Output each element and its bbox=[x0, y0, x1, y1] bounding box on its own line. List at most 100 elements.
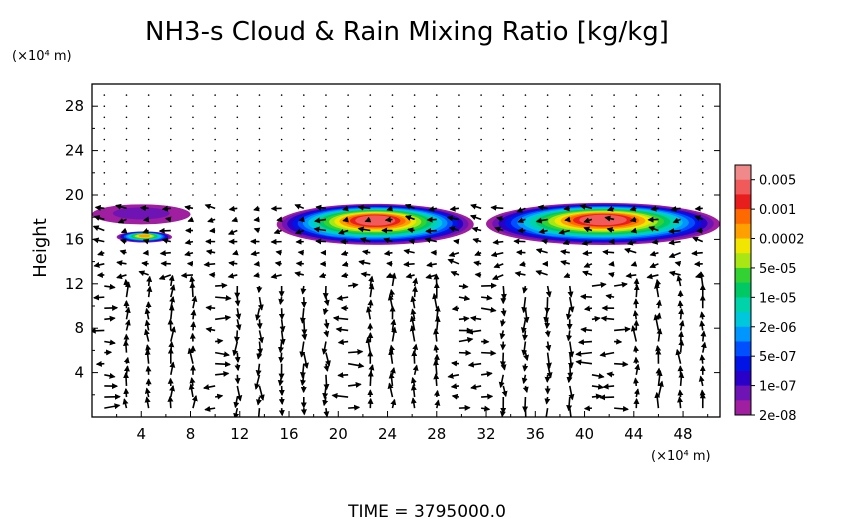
grid-dot bbox=[701, 183, 704, 185]
wind-arrow bbox=[348, 381, 362, 388]
wind-arrow bbox=[678, 308, 685, 320]
wind-arrow bbox=[563, 272, 571, 278]
grid-dot bbox=[125, 172, 128, 174]
grid-dot bbox=[480, 127, 482, 130]
wind-arrow bbox=[575, 350, 593, 357]
wind-arrow bbox=[515, 249, 526, 256]
grid-dot bbox=[125, 194, 128, 196]
grid-dot bbox=[568, 105, 571, 107]
wind-arrow bbox=[116, 260, 127, 267]
wind-arrow bbox=[253, 260, 260, 267]
grid-dot bbox=[214, 138, 216, 141]
grid-dot bbox=[413, 149, 416, 152]
grid-dot bbox=[325, 94, 327, 96]
grid-dot bbox=[125, 149, 128, 152]
wind-arrow bbox=[694, 205, 703, 212]
grid-dot bbox=[369, 172, 372, 174]
grid-dot bbox=[192, 116, 194, 119]
wind-arrow bbox=[142, 249, 149, 256]
wind-arrow bbox=[161, 205, 171, 212]
colorbar-swatch bbox=[735, 326, 751, 342]
wind-arrow bbox=[232, 249, 239, 256]
grid-dot bbox=[480, 160, 482, 163]
x-tick-label: 12 bbox=[230, 425, 249, 443]
wind-arrow bbox=[649, 262, 659, 269]
grid-dot bbox=[591, 183, 593, 185]
grid-dot bbox=[302, 160, 305, 163]
grid-dot bbox=[302, 94, 305, 96]
grid-dot bbox=[369, 160, 372, 163]
grid-dot bbox=[502, 172, 505, 174]
wind-arrow bbox=[672, 217, 681, 224]
wind-arrow bbox=[522, 285, 528, 294]
wind-arrow bbox=[696, 227, 703, 234]
wind-arrow bbox=[322, 308, 329, 316]
wind-arrow bbox=[227, 272, 238, 279]
wind-arrow bbox=[583, 305, 593, 312]
wind-arrow bbox=[668, 239, 681, 246]
grid-dot bbox=[103, 172, 106, 174]
wind-arrow bbox=[649, 250, 659, 257]
wind-arrow bbox=[97, 250, 105, 257]
wind-arrow bbox=[678, 371, 685, 386]
grid-dot bbox=[613, 172, 615, 174]
wind-arrow bbox=[575, 359, 593, 366]
wind-arrow bbox=[523, 352, 530, 362]
wind-arrow bbox=[146, 275, 153, 287]
colorbar-label: 5e-05 bbox=[759, 262, 797, 277]
grid-dot bbox=[458, 160, 460, 163]
wind-arrow bbox=[318, 272, 327, 279]
wind-arrow bbox=[668, 251, 681, 259]
wind-arrow bbox=[545, 341, 552, 352]
wind-arrow bbox=[678, 319, 685, 331]
wind-arrow bbox=[116, 273, 127, 280]
wind-arrow bbox=[275, 249, 282, 256]
wind-arrow bbox=[144, 387, 151, 398]
grid-dot bbox=[147, 194, 150, 196]
wind-arrow bbox=[340, 272, 349, 279]
wind-arrow bbox=[426, 261, 437, 268]
wind-arrow bbox=[458, 295, 471, 302]
grid-dot bbox=[192, 183, 194, 185]
wind-arrow bbox=[563, 205, 570, 212]
grid-dot bbox=[458, 127, 460, 130]
colorbar-swatch bbox=[735, 385, 751, 401]
grid-dot bbox=[635, 116, 638, 119]
wind-arrow bbox=[123, 356, 130, 364]
wind-arrow bbox=[699, 320, 706, 331]
wind-arrow bbox=[205, 304, 216, 311]
grid-dot bbox=[613, 138, 615, 141]
grid-dot bbox=[480, 183, 482, 185]
grid-dot bbox=[635, 138, 638, 141]
wind-arrow bbox=[190, 309, 197, 320]
colorbar-label: 0.001 bbox=[759, 203, 796, 218]
wind-arrow bbox=[629, 216, 637, 223]
grid-dot bbox=[258, 94, 261, 96]
grid-dot bbox=[369, 183, 372, 185]
wind-arrow bbox=[168, 274, 175, 287]
wind-arrow bbox=[191, 394, 198, 409]
wind-arrow bbox=[258, 385, 265, 401]
grid-dot bbox=[347, 149, 349, 152]
wind-arrow bbox=[141, 260, 149, 267]
grid-dot bbox=[502, 183, 505, 185]
x-tick-label: 16 bbox=[279, 425, 298, 443]
wind-arrow bbox=[405, 272, 415, 279]
wind-arrow bbox=[566, 374, 573, 384]
wind-arrow bbox=[490, 204, 504, 211]
wind-arrow bbox=[568, 341, 575, 358]
wind-arrow bbox=[605, 293, 615, 300]
grid-dot bbox=[369, 105, 372, 107]
grid-dot bbox=[701, 149, 704, 152]
wind-arrow bbox=[447, 258, 460, 265]
grid-dot bbox=[613, 116, 615, 119]
wind-arrow bbox=[466, 328, 482, 335]
grid-dot bbox=[458, 183, 460, 185]
grid-dot bbox=[413, 127, 416, 130]
x-unit-label: (×10⁴ m) bbox=[651, 449, 711, 464]
wind-arrow bbox=[234, 374, 241, 385]
wind-arrow bbox=[389, 288, 396, 298]
grid-dot bbox=[347, 172, 349, 174]
grid-dot bbox=[480, 94, 482, 96]
wind-arrow bbox=[390, 318, 397, 331]
